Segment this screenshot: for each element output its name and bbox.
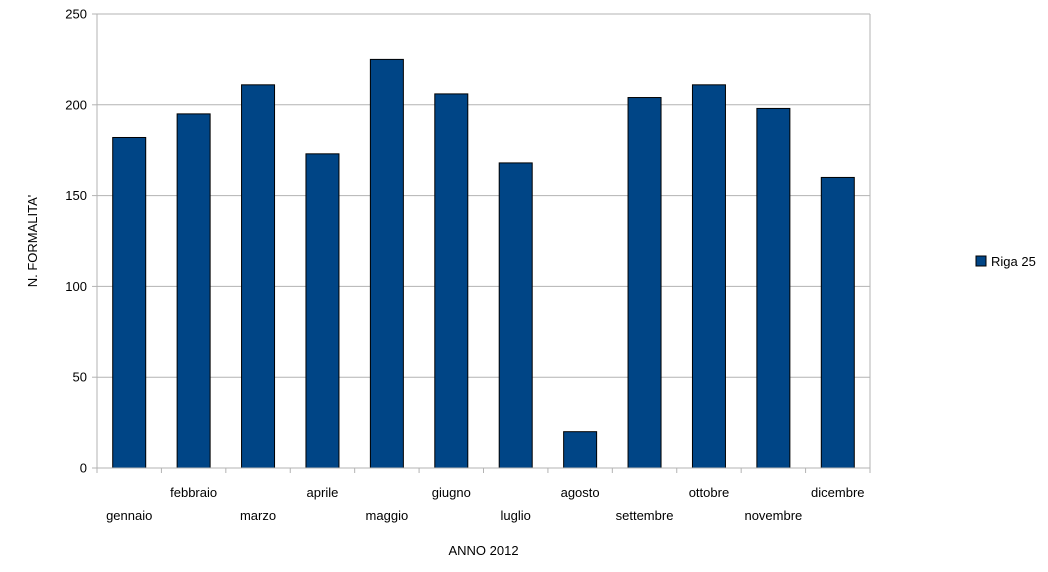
legend-swatch bbox=[975, 255, 987, 267]
bar-febbraio bbox=[176, 113, 211, 469]
x-tick-labels: gennaio febbraio marzo aprile maggio giugno lu… bbox=[106, 485, 864, 523]
y-tick-labels: 0 50 100 150 200 250 bbox=[65, 7, 87, 476]
bars bbox=[112, 58, 855, 469]
x-tick-label: gennaio bbox=[106, 508, 152, 523]
x-tick-label: ottobre bbox=[689, 485, 729, 500]
bar-gennaio bbox=[112, 136, 147, 469]
y-tick-label: 100 bbox=[65, 279, 87, 294]
x-tick-label: agosto bbox=[561, 485, 600, 500]
y-tick-label: 200 bbox=[65, 97, 87, 112]
bar-novembre bbox=[756, 107, 791, 469]
y-tick-label: 50 bbox=[73, 370, 87, 385]
grid-lines bbox=[97, 13, 870, 378]
y-tick-label: 0 bbox=[80, 461, 87, 476]
y-axis-label: N. FORMALITA' bbox=[25, 195, 40, 288]
bar-agosto bbox=[563, 431, 598, 469]
x-tick-label: febbraio bbox=[170, 485, 217, 500]
x-tick-label: maggio bbox=[366, 508, 409, 523]
legend: Riga 25 bbox=[975, 254, 1036, 269]
legend-label: Riga 25 bbox=[991, 254, 1036, 269]
y-tick-label: 150 bbox=[65, 188, 87, 203]
bar-ottobre bbox=[691, 84, 726, 469]
bar-aprile bbox=[305, 153, 340, 469]
bar-giugno bbox=[434, 93, 469, 469]
bar-dicembre bbox=[820, 176, 855, 469]
bar-luglio bbox=[498, 162, 533, 469]
x-axis-label: ANNO 2012 bbox=[448, 543, 518, 558]
bar-maggio bbox=[369, 58, 404, 469]
bar-settembre bbox=[627, 97, 662, 469]
y-tick-label: 250 bbox=[65, 7, 87, 22]
x-tick-label: marzo bbox=[240, 508, 276, 523]
x-tick-label: giugno bbox=[432, 485, 471, 500]
bar-marzo bbox=[241, 84, 276, 469]
x-tick-label: luglio bbox=[501, 508, 531, 523]
x-tick-label: settembre bbox=[616, 508, 674, 523]
x-tick-label: novembre bbox=[744, 508, 802, 523]
x-tick-label: dicembre bbox=[811, 485, 864, 500]
axes bbox=[92, 13, 871, 473]
x-tick-label: aprile bbox=[307, 485, 339, 500]
